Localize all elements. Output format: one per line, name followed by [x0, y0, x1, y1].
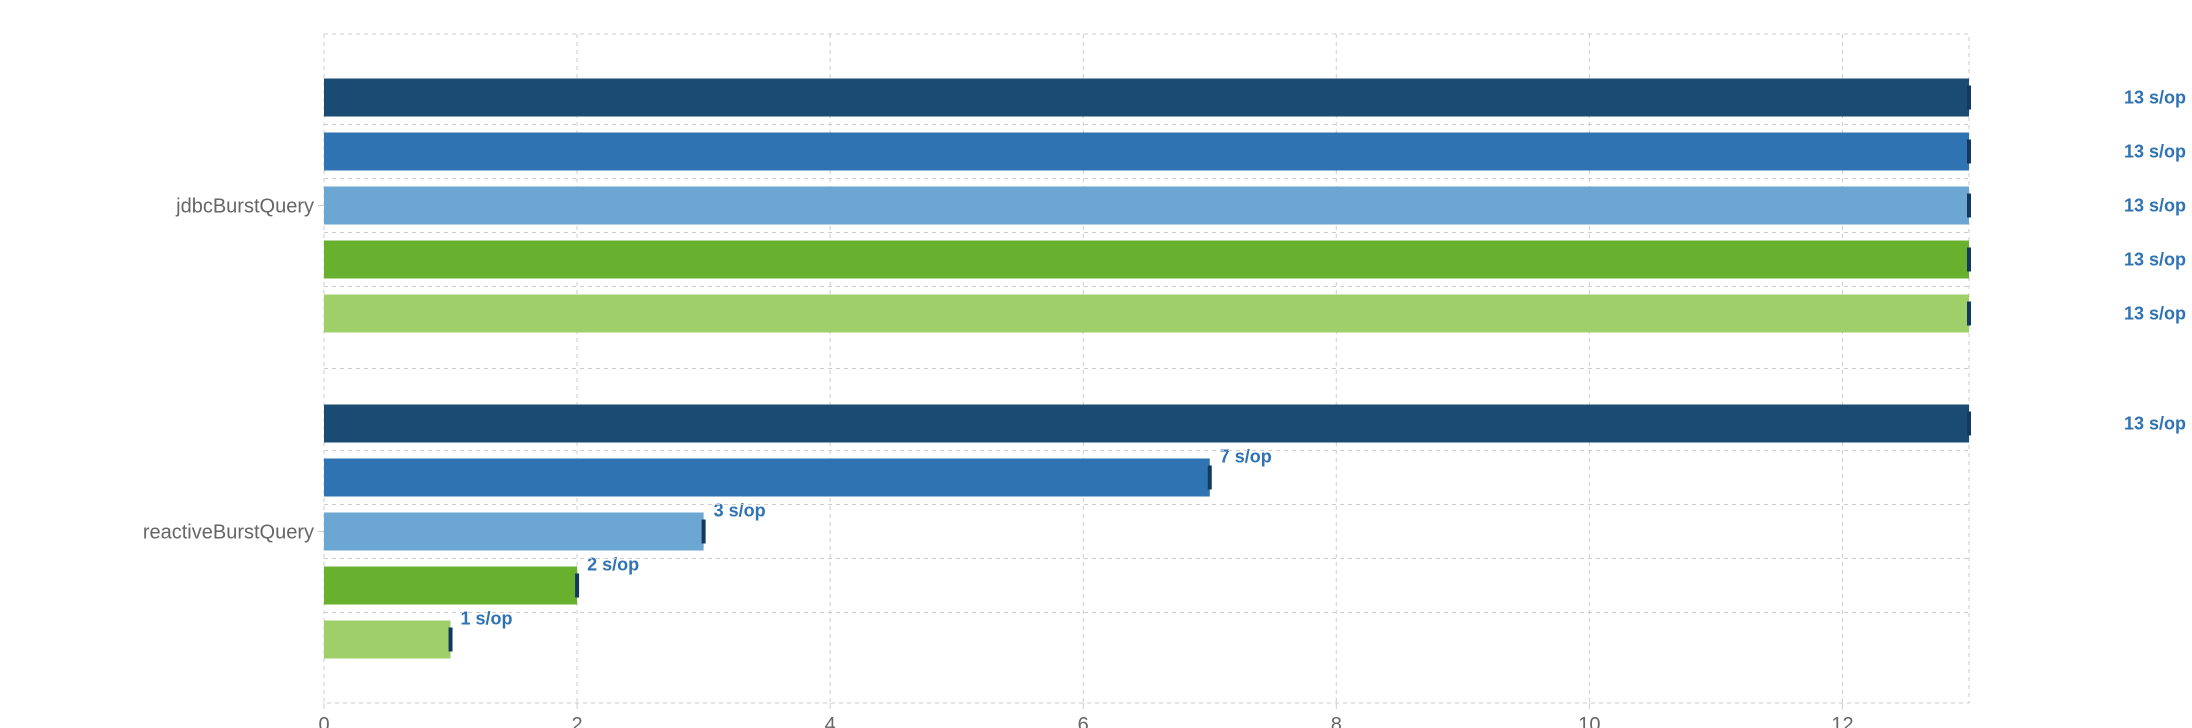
x-tick-label: 6	[1078, 714, 1089, 728]
bar	[324, 459, 1210, 497]
x-tick-label: 10	[1578, 714, 1600, 728]
bar-value-label: 7 s/op	[1220, 447, 1272, 467]
chart-svg: 0 2 4 6 8 10 12 jdbcBurstQuery 13 s/op 13 s/op 13 …	[0, 0, 2192, 728]
bar	[324, 513, 704, 551]
bar-value-label: 13 s/op	[2124, 250, 2186, 270]
bar	[324, 187, 1969, 225]
bar-value-label: 13 s/op	[2124, 196, 2186, 216]
x-tick-label: 8	[1331, 714, 1342, 728]
y-group-label: reactiveBurstQuery	[143, 522, 314, 544]
bar-value-label: 13 s/op	[2124, 304, 2186, 324]
bar-chart: 0 2 4 6 8 10 12 jdbcBurstQuery 13 s/op 13 s/op 13 …	[0, 0, 2192, 728]
bar-value-label: 13 s/op	[2124, 88, 2186, 108]
bar-value-label: 13 s/op	[2124, 414, 2186, 434]
x-tick-label: 4	[825, 714, 836, 728]
bar-value-label: 3 s/op	[714, 501, 766, 521]
y-group-label: jdbcBurstQuery	[175, 196, 314, 218]
bar	[324, 241, 1969, 279]
bar	[324, 295, 1969, 333]
bar	[324, 405, 1969, 443]
bar-value-label: 2 s/op	[587, 555, 639, 575]
bar	[324, 133, 1969, 171]
x-tick-label: 2	[572, 714, 583, 728]
bar-value-label: 1 s/op	[461, 609, 513, 629]
x-tick-label: 0	[318, 714, 329, 728]
x-tick-label: 12	[1831, 714, 1853, 728]
bar	[324, 567, 577, 605]
bar	[324, 621, 451, 659]
bar	[324, 79, 1969, 117]
bar-value-label: 13 s/op	[2124, 142, 2186, 162]
